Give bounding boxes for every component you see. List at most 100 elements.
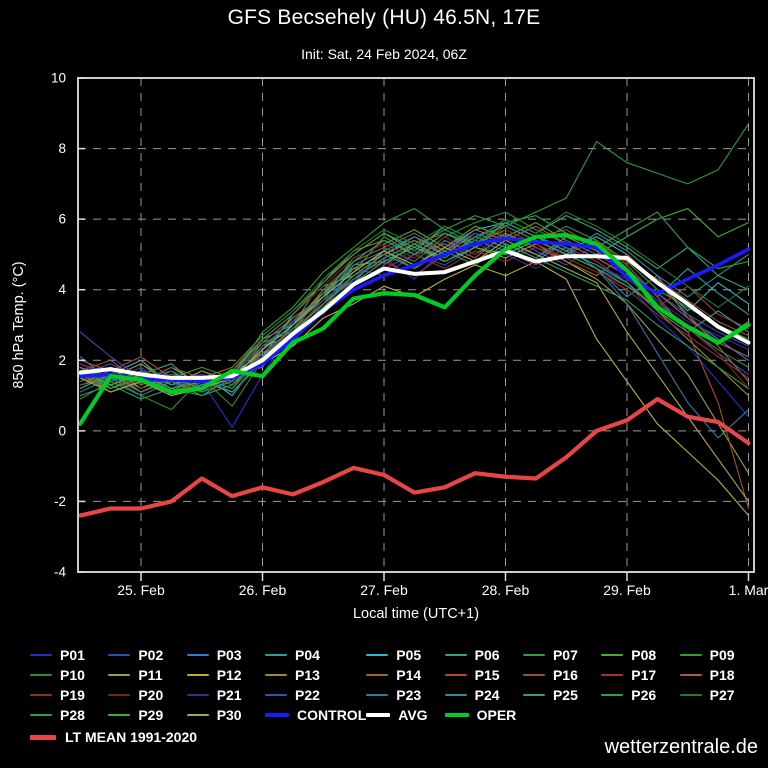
legend-swatch [679,694,702,696]
legend-label: P03 [216,647,242,663]
legend-label: P30 [216,707,242,723]
x-axis-label: Local time (UTC+1) [353,606,479,622]
legend-label: P16 [552,667,578,683]
legend-item-avg: AVG [366,705,444,725]
y-tick-label: 8 [58,141,66,156]
legend-swatch [522,694,545,696]
page-title: GFS Becsehely (HU) 46.5N, 17E [227,6,541,29]
legend-label: CONTROL [297,707,367,723]
legend-item-p17: P17 [601,665,679,685]
legend-swatch [444,713,469,717]
legend-label: P02 [138,647,164,663]
legend-item-p14: P14 [366,665,444,685]
legend-swatch [601,694,624,696]
series-P28 [79,243,750,400]
legend-swatch [108,654,131,656]
legend-label: P24 [474,687,500,703]
legend-swatch [265,674,288,676]
legend-label: P21 [216,687,242,703]
legend-item-p30: P30 [186,705,265,725]
series-P20 [79,229,750,390]
legend-item-p16: P16 [522,665,601,685]
legend-swatch [601,654,624,656]
legend-item-p04: P04 [265,645,366,665]
legend-item-p23: P23 [366,685,444,705]
chart-init-subtitle: Init: Sat, 24 Feb 2024, 06Z [301,46,467,62]
series-P07 [79,123,750,393]
y-tick-label: 2 [58,353,66,368]
legend-item-p18: P18 [679,665,758,685]
legend-label-lt-mean: LT MEAN 1991-2020 [65,729,198,745]
legend-item-p09: P09 [679,645,758,665]
legend-item-p03: P03 [186,645,265,665]
legend-swatch [265,713,290,717]
legend-label: P05 [396,647,422,663]
legend-label: P18 [709,667,735,683]
legend-swatch [522,674,545,676]
legend-item-p08: P08 [601,645,679,665]
legend-swatch [679,674,702,676]
legend-swatch [108,674,131,676]
legend-label: P13 [295,667,320,683]
legend-item-p06: P06 [444,645,523,665]
legend-swatch [444,674,467,676]
legend-swatch [186,714,209,716]
legend-label: P01 [60,647,85,663]
y-tick-label: 10 [51,71,66,86]
series-P02 [79,232,750,390]
legend-swatch [366,694,389,696]
legend-swatch [108,694,131,696]
series-P14 [79,232,750,390]
legend-item-p27: P27 [679,685,758,705]
x-tick-label: 26. Feb [239,582,287,598]
legend-item-p01: P01 [30,645,108,665]
legend-swatch [444,654,467,656]
legend-item-p24: P24 [444,685,523,705]
legend-label: P25 [552,687,578,703]
legend-label: P28 [60,707,85,723]
legend-swatch [366,654,389,656]
legend-swatch [186,674,209,676]
x-tick-label: 25. Feb [117,582,165,598]
series-AVG [78,248,751,380]
legend-item-p29: P29 [108,705,186,725]
series-P05 [79,222,750,397]
legend-label: P22 [295,687,320,703]
legend-label: P08 [631,647,657,663]
legend-item-p05: P05 [366,645,444,665]
legend-item-p10: P10 [30,665,108,685]
legend-item-p07: P07 [522,645,601,665]
ensemble-plume-chart: 10 8 6 4 2 0 -2 -4 25. Feb 26. Feb 27. Feb 28. Feb 2… [11,71,768,623]
series-P11 [79,243,750,474]
x-tick-label: 29. Feb [603,582,651,598]
legend-grid: P01 P02 P03 P04 P05 P06 P07 P08 P09 P10 P11 P12 P13 P… [30,645,758,725]
legend-swatch [522,654,545,656]
legend-label: P19 [60,687,85,703]
series-P29 [79,239,750,393]
legend-item-lt-mean: LT MEAN 1991-2020 [30,727,197,747]
legend-item-p19: P19 [30,685,108,705]
legend-label: P12 [216,667,242,683]
legend-label: P04 [295,647,320,663]
legend-item-p02: P02 [108,645,186,665]
legend-item-p13: P13 [265,665,366,685]
legend-swatch [186,694,209,696]
legend-item-p22: P22 [265,685,366,705]
legend-item-p21: P21 [186,685,265,705]
watermark-wetterzentrale: wetterzentrale.de [604,736,758,758]
legend-label: P26 [631,687,657,703]
y-tick-label: -2 [54,494,66,509]
x-tick-label: 28. Feb [482,582,530,598]
legend-label: P09 [709,647,735,663]
x-tick-label: 1. Mar [729,582,768,598]
series-OPER [78,232,751,426]
legend-label: P07 [552,647,578,663]
legend-swatch [366,713,391,717]
legend-swatch [108,714,131,716]
legend-label: P11 [138,667,163,683]
x-tick-label: 27. Feb [360,582,408,598]
legend-label: P29 [138,707,164,723]
y-tick-label: 6 [58,212,66,227]
legend-swatch [265,694,288,696]
legend-swatch [30,714,52,716]
